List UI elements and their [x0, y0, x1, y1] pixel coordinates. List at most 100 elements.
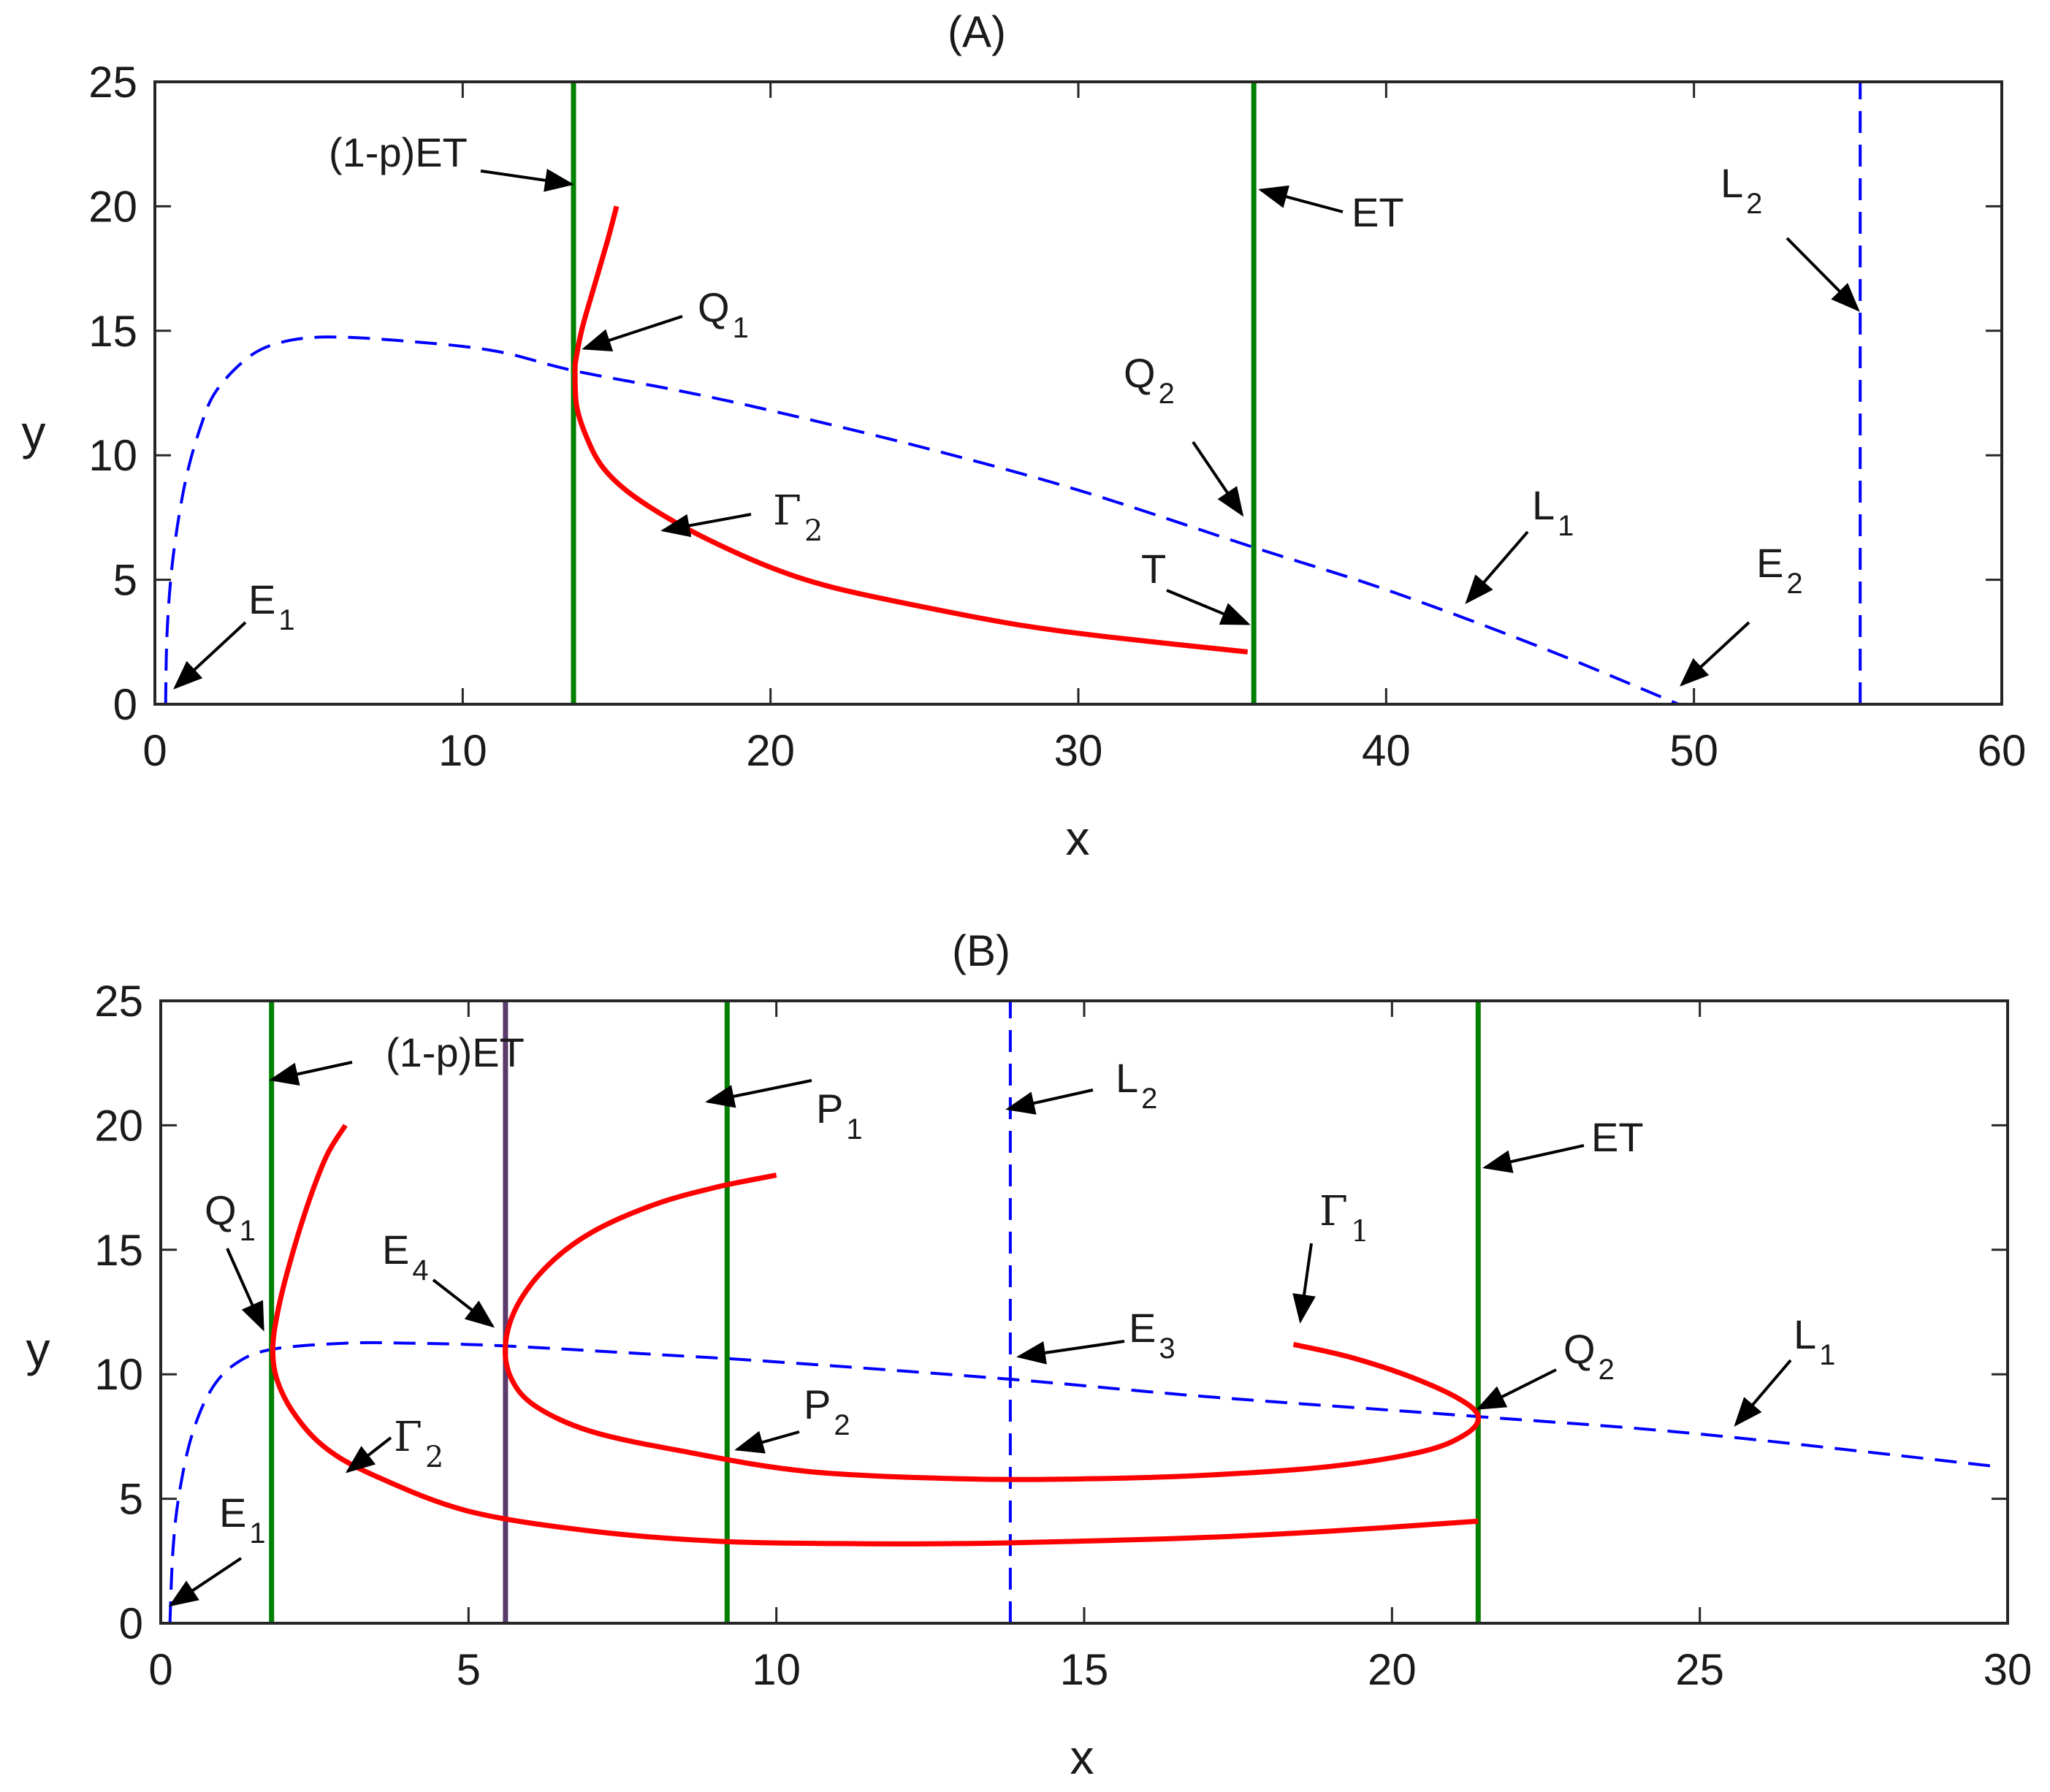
x-tick-label: 30	[1054, 726, 1103, 775]
annotation-label-base: L	[1116, 1055, 1138, 1101]
annotation-label-subscript: 1	[240, 1215, 256, 1247]
series-line--2	[270, 1124, 1479, 1547]
panel-a-series	[164, 82, 1862, 706]
y-tick-label: 20	[94, 1101, 143, 1150]
annotation-arrow	[1786, 237, 1860, 312]
series-line-l1	[168, 1341, 1996, 1624]
y-tick-label: 0	[113, 680, 137, 729]
annotation-label-subscript: 1	[733, 312, 749, 344]
annotation-label-subscript: 2	[1746, 188, 1762, 220]
y-tick-label: 10	[88, 431, 137, 480]
annotation-label-subscript: 1	[1351, 1215, 1369, 1248]
annotation-label-base: E	[1129, 1305, 1156, 1351]
x-tick-label: 10	[438, 726, 487, 775]
annotation-label-subscript: 2	[425, 1441, 443, 1474]
annotation-arrow	[1680, 621, 1750, 687]
annotation-label-base: Q	[698, 284, 730, 330]
annotation-arrow	[269, 1061, 353, 1086]
panel-b-ticks: 0 5 10 15 20 25 30 0 5 10 15 20 25	[94, 977, 2032, 1694]
y-tick-label: 5	[119, 1475, 143, 1524]
panel-a-x-axis-label: x	[1066, 811, 1090, 865]
panel-b-y-axis-label: y	[26, 1322, 50, 1376]
annotation-label-base: ET	[1591, 1114, 1644, 1160]
annotation-label-base: T	[1141, 546, 1166, 592]
annotation-label-subscript: 1	[846, 1113, 862, 1145]
annotation-arrow	[432, 1278, 495, 1328]
annotation-arrow	[1465, 530, 1529, 605]
x-tick-label: 20	[746, 726, 795, 775]
y-tick-label: 10	[94, 1350, 143, 1399]
annotation-label-subscript: 1	[1558, 510, 1574, 542]
y-tick-label: 15	[88, 307, 137, 356]
annotation-label: (1-p)ET	[386, 1029, 525, 1075]
annotation-label-base: Q	[1563, 1326, 1596, 1372]
annotation-label: T	[1141, 546, 1166, 592]
annotation-label-base: Q	[205, 1187, 237, 1233]
x-tick-label: 5	[457, 1645, 481, 1694]
annotation-label-base: E	[382, 1227, 409, 1273]
annotation-label-subscript: 1	[1819, 1339, 1835, 1371]
annotation-label-base: Q	[1124, 350, 1156, 396]
annotation-label-subscript: 1	[249, 1517, 265, 1549]
annotation-label-base: ET	[1352, 189, 1404, 235]
x-tick-label: 0	[142, 726, 167, 775]
x-tick-label: 60	[1978, 726, 2027, 775]
annotation-label-base: E	[248, 576, 275, 622]
annotation-arrow	[1482, 1144, 1585, 1173]
annotation-label-subscript: 2	[834, 1409, 850, 1441]
annotation-label-base: (1-p)ET	[329, 129, 468, 175]
series-line--1	[503, 1173, 1481, 1482]
annotation-arrow	[705, 1079, 812, 1108]
annotation-arrow	[734, 1430, 800, 1454]
annotation-label-base: Γ	[773, 487, 801, 535]
panel-a-ticks: 0 10 20 30 40 50 60 0 5 10 15 20 25	[88, 58, 2026, 775]
panel-a-frame	[153, 80, 2003, 706]
annotation-label-base: L	[1794, 1311, 1816, 1357]
annotation-label-base: Γ	[1319, 1188, 1348, 1235]
x-tick-label: 10	[752, 1645, 801, 1694]
annotation-label: ET	[1591, 1114, 1644, 1160]
y-tick-label: 0	[119, 1599, 143, 1648]
annotation-arrow	[226, 1248, 264, 1332]
x-tick-label: 25	[1675, 1645, 1724, 1694]
panel-a: (A) x y 0 10 20 30 40 50 60 0 5 10 15 20 25 (1-p)ET E…	[22, 7, 2027, 865]
annotation-label-subscript: 1	[278, 604, 294, 636]
y-tick-label: 25	[88, 58, 137, 107]
annotation-arrow	[1005, 1088, 1094, 1115]
x-tick-label: 0	[148, 1645, 172, 1694]
series-line-l1	[164, 335, 1680, 706]
annotation-label-subscript: 2	[1159, 378, 1175, 410]
annotation-arrow	[1166, 589, 1251, 625]
x-tick-label: 50	[1669, 726, 1718, 775]
annotation-label-base: P	[816, 1086, 843, 1132]
annotation-label-subscript: 2	[1786, 568, 1802, 600]
x-tick-label: 15	[1060, 1645, 1109, 1694]
annotation-label-base: (1-p)ET	[386, 1029, 525, 1075]
y-tick-label: 5	[113, 556, 137, 605]
panel-b-frame	[159, 999, 2009, 1625]
annotation-label-subscript: 2	[804, 514, 823, 548]
annotation-arrow	[480, 168, 574, 192]
annotation-label-base: L	[1532, 482, 1555, 528]
annotation-arrow	[582, 315, 683, 351]
annotation-label-subscript: 2	[1599, 1354, 1615, 1386]
panel-b-x-axis-label: x	[1070, 1730, 1094, 1784]
panel-a-title: (A)	[948, 7, 1006, 56]
y-tick-label: 15	[94, 1226, 143, 1275]
annotation-label-base: E	[1756, 540, 1783, 586]
annotation-label-subscript: 2	[1141, 1083, 1157, 1115]
y-tick-label: 20	[88, 182, 137, 231]
